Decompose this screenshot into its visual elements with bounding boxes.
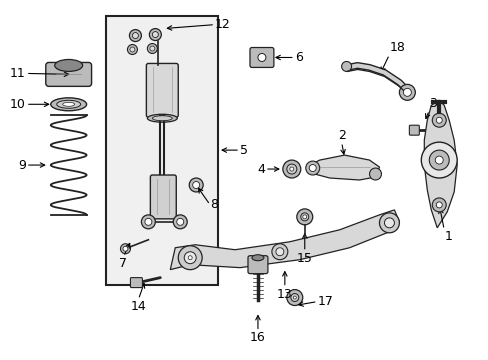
- Text: 2: 2: [337, 129, 345, 142]
- FancyBboxPatch shape: [408, 125, 419, 135]
- Ellipse shape: [147, 114, 177, 122]
- Text: 11: 11: [10, 67, 26, 80]
- Circle shape: [132, 32, 138, 39]
- Circle shape: [144, 219, 152, 225]
- Circle shape: [275, 248, 283, 256]
- Text: 3: 3: [428, 97, 436, 110]
- Text: 9: 9: [18, 158, 26, 172]
- Circle shape: [286, 289, 302, 306]
- Circle shape: [421, 142, 456, 178]
- Text: 16: 16: [249, 332, 265, 345]
- Ellipse shape: [152, 116, 172, 121]
- Text: 13: 13: [276, 288, 292, 301]
- Ellipse shape: [62, 102, 75, 106]
- FancyBboxPatch shape: [249, 48, 273, 67]
- Circle shape: [434, 156, 442, 164]
- Bar: [105, 15, 218, 285]
- Circle shape: [431, 113, 446, 127]
- FancyBboxPatch shape: [146, 63, 178, 117]
- Circle shape: [403, 88, 410, 96]
- Circle shape: [173, 215, 187, 229]
- Polygon shape: [309, 155, 379, 180]
- Text: 6: 6: [294, 51, 302, 64]
- Circle shape: [341, 62, 351, 71]
- Text: 5: 5: [240, 144, 247, 157]
- Circle shape: [384, 218, 394, 228]
- Circle shape: [129, 30, 141, 41]
- Circle shape: [189, 178, 203, 192]
- FancyBboxPatch shape: [130, 278, 142, 288]
- Circle shape: [431, 198, 446, 212]
- Circle shape: [289, 167, 293, 171]
- Circle shape: [293, 296, 296, 299]
- Circle shape: [176, 219, 183, 225]
- Text: 4: 4: [257, 163, 264, 176]
- Circle shape: [130, 47, 135, 52]
- Text: 18: 18: [388, 41, 405, 54]
- Circle shape: [152, 32, 158, 37]
- Circle shape: [141, 215, 155, 229]
- Ellipse shape: [251, 255, 264, 261]
- Circle shape: [308, 165, 316, 171]
- Text: 12: 12: [215, 18, 230, 31]
- Polygon shape: [424, 100, 456, 228]
- Ellipse shape: [57, 100, 81, 108]
- Circle shape: [286, 164, 296, 174]
- Circle shape: [290, 293, 298, 302]
- Circle shape: [127, 45, 137, 54]
- Circle shape: [369, 168, 381, 180]
- Circle shape: [271, 244, 287, 260]
- Circle shape: [120, 244, 130, 254]
- FancyBboxPatch shape: [247, 256, 267, 274]
- Circle shape: [184, 252, 196, 264]
- Circle shape: [296, 209, 312, 225]
- Text: 10: 10: [10, 98, 26, 111]
- Circle shape: [435, 117, 441, 123]
- Circle shape: [192, 181, 199, 189]
- Circle shape: [428, 150, 448, 170]
- Circle shape: [399, 84, 414, 100]
- Circle shape: [300, 213, 308, 221]
- Circle shape: [302, 215, 306, 219]
- Text: 8: 8: [210, 198, 218, 211]
- Text: 15: 15: [296, 252, 312, 265]
- Circle shape: [149, 28, 161, 41]
- Text: 14: 14: [130, 300, 146, 312]
- Circle shape: [188, 256, 192, 260]
- Ellipse shape: [51, 98, 86, 111]
- FancyBboxPatch shape: [46, 62, 91, 86]
- Circle shape: [305, 161, 319, 175]
- Circle shape: [178, 246, 202, 270]
- Polygon shape: [170, 210, 399, 270]
- Circle shape: [379, 213, 399, 233]
- Text: 17: 17: [317, 295, 333, 308]
- Circle shape: [147, 44, 157, 54]
- Text: 7: 7: [119, 257, 127, 270]
- Ellipse shape: [55, 59, 82, 71]
- Circle shape: [122, 246, 128, 251]
- Text: 1: 1: [443, 230, 451, 243]
- Circle shape: [435, 202, 441, 208]
- Circle shape: [282, 160, 300, 178]
- FancyBboxPatch shape: [150, 175, 176, 219]
- Circle shape: [258, 54, 265, 62]
- Circle shape: [149, 46, 155, 51]
